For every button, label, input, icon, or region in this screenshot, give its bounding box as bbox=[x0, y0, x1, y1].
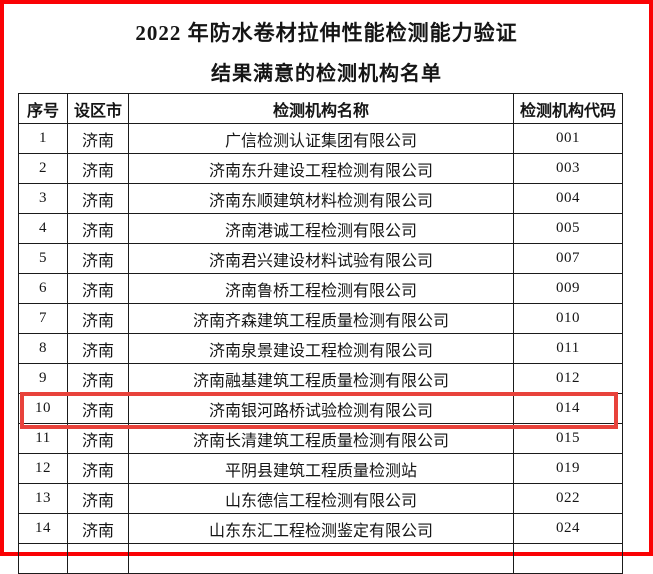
row-city: 济南 bbox=[67, 213, 129, 244]
row-institution-code: 009 bbox=[513, 273, 623, 304]
row-city: 济南 bbox=[67, 393, 129, 424]
row-city: 济南 bbox=[67, 243, 129, 274]
row-no: 2 bbox=[18, 153, 68, 184]
table-row: 5 济南 济南君兴建设材料试验有限公司 007 bbox=[18, 243, 623, 274]
row-city: 济南 bbox=[67, 363, 129, 394]
row-city: 济南 bbox=[67, 483, 129, 514]
row-city: 济南 bbox=[67, 423, 129, 454]
header-no: 序号 bbox=[18, 93, 68, 124]
row-city: 济南 bbox=[67, 453, 129, 484]
row-no: 3 bbox=[18, 183, 68, 214]
table-row: 3 济南 济南东顺建筑材料检测有限公司 004 bbox=[18, 183, 623, 214]
table-row-highlighted: 10 济南 济南银河路桥试验检测有限公司 014 bbox=[18, 393, 623, 424]
row-no: 1 bbox=[18, 123, 68, 154]
document-title: 2022 年防水卷材拉伸性能检测能力验证 bbox=[135, 21, 518, 45]
row-no: 6 bbox=[18, 273, 68, 304]
table-row: 4 济南 济南港诚工程检测有限公司 005 bbox=[18, 213, 623, 244]
row-institution-name: 济南齐森建筑工程质量检测有限公司 bbox=[128, 303, 514, 334]
row-institution-code: 007 bbox=[513, 243, 623, 274]
row-no: 13 bbox=[18, 483, 68, 514]
row-city: 济南 bbox=[67, 303, 129, 334]
table-row: 6 济南 济南鲁桥工程检测有限公司 009 bbox=[18, 273, 623, 304]
row-institution-name: 济南长清建筑工程质量检测有限公司 bbox=[128, 423, 514, 454]
table-row: 14 济南 山东东汇工程检测鉴定有限公司 024 bbox=[18, 513, 623, 544]
row-institution-name: 山东德信工程检测有限公司 bbox=[128, 483, 514, 514]
row-institution-code: 014 bbox=[513, 393, 623, 424]
row-institution-name: 济南泉景建设工程检测有限公司 bbox=[128, 333, 514, 364]
row-no: 9 bbox=[18, 363, 68, 394]
table-body: 1 济南 广信检测认证集团有限公司 001 2 济南 济南东升建设工程检测有限公司 003 3 济… bbox=[18, 123, 623, 574]
row-city: 济南 bbox=[67, 123, 129, 154]
row-institution-name: 平阴县建筑工程质量检测站 bbox=[128, 453, 514, 484]
table-row: 7 济南 济南齐森建筑工程质量检测有限公司 010 bbox=[18, 303, 623, 334]
row-institution-code: 022 bbox=[513, 483, 623, 514]
row-no: 11 bbox=[18, 423, 68, 454]
empty-cell bbox=[18, 543, 68, 574]
header-institution-code: 检测机构代码 bbox=[513, 93, 623, 124]
table-row: 11 济南 济南长清建筑工程质量检测有限公司 015 bbox=[18, 423, 623, 454]
table-row: 8 济南 济南泉景建设工程检测有限公司 011 bbox=[18, 333, 623, 364]
row-institution-name: 济南港诚工程检测有限公司 bbox=[128, 213, 514, 244]
row-institution-name: 山东东汇工程检测鉴定有限公司 bbox=[128, 513, 514, 544]
row-no: 7 bbox=[18, 303, 68, 334]
row-institution-code: 011 bbox=[513, 333, 623, 364]
row-institution-code: 012 bbox=[513, 363, 623, 394]
row-institution-code: 001 bbox=[513, 123, 623, 154]
row-city: 济南 bbox=[67, 513, 129, 544]
row-institution-name: 济南君兴建设材料试验有限公司 bbox=[128, 243, 514, 274]
table-row: 13 济南 山东德信工程检测有限公司 022 bbox=[18, 483, 623, 514]
institutions-table: 序号 设区市 检测机构名称 检测机构代码 1 济南 广信检测认证集团有限公司 001 2… bbox=[18, 93, 623, 574]
row-institution-code: 005 bbox=[513, 213, 623, 244]
row-city: 济南 bbox=[67, 333, 129, 364]
row-no: 5 bbox=[18, 243, 68, 274]
empty-cell bbox=[513, 543, 623, 574]
row-institution-name: 广信检测认证集团有限公司 bbox=[128, 123, 514, 154]
document-subtitle: 结果满意的检测机构名单 bbox=[211, 63, 442, 85]
row-institution-name: 济南银河路桥试验检测有限公司 bbox=[128, 393, 514, 424]
table-header: 序号 设区市 检测机构名称 检测机构代码 bbox=[18, 93, 623, 124]
row-institution-code: 004 bbox=[513, 183, 623, 214]
row-institution-code: 015 bbox=[513, 423, 623, 454]
row-no: 4 bbox=[18, 213, 68, 244]
row-institution-name: 济南融基建筑工程质量检测有限公司 bbox=[128, 363, 514, 394]
row-no: 12 bbox=[18, 453, 68, 484]
row-institution-name: 济南东升建设工程检测有限公司 bbox=[128, 153, 514, 184]
row-institution-code: 024 bbox=[513, 513, 623, 544]
table-header-row: 序号 设区市 检测机构名称 检测机构代码 bbox=[18, 93, 623, 124]
empty-cell bbox=[128, 543, 514, 574]
row-no: 8 bbox=[18, 333, 68, 364]
row-institution-name: 济南鲁桥工程检测有限公司 bbox=[128, 273, 514, 304]
table-row: 2 济南 济南东升建设工程检测有限公司 003 bbox=[18, 153, 623, 184]
table-row: 12 济南 平阴县建筑工程质量检测站 019 bbox=[18, 453, 623, 484]
empty-cell bbox=[67, 543, 129, 574]
table-row-partial bbox=[18, 543, 623, 574]
header-city: 设区市 bbox=[67, 93, 129, 124]
table-row: 1 济南 广信检测认证集团有限公司 001 bbox=[18, 123, 623, 154]
row-no: 14 bbox=[18, 513, 68, 544]
row-institution-code: 010 bbox=[513, 303, 623, 334]
row-city: 济南 bbox=[67, 153, 129, 184]
row-institution-code: 003 bbox=[513, 153, 623, 184]
row-institution-code: 019 bbox=[513, 453, 623, 484]
row-no: 10 bbox=[18, 393, 68, 424]
row-institution-name: 济南东顺建筑材料检测有限公司 bbox=[128, 183, 514, 214]
table-row: 9 济南 济南融基建筑工程质量检测有限公司 012 bbox=[18, 363, 623, 394]
row-city: 济南 bbox=[67, 273, 129, 304]
header-institution-name: 检测机构名称 bbox=[128, 93, 514, 124]
row-city: 济南 bbox=[67, 183, 129, 214]
